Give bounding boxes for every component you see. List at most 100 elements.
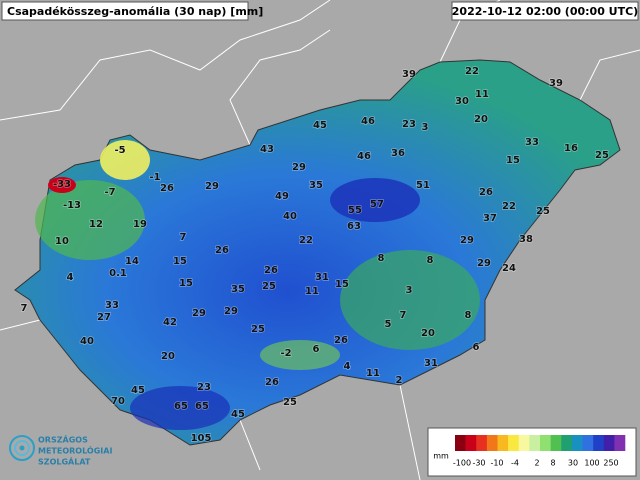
- station-value: 10: [55, 236, 69, 247]
- logo-dot: [19, 445, 25, 451]
- logo-ring: [14, 440, 30, 456]
- station-value: 65: [174, 401, 188, 412]
- station-value: 22: [299, 235, 313, 246]
- legend-swatch: [476, 435, 488, 451]
- legend-label: -4: [511, 459, 519, 468]
- wet-area: [330, 178, 420, 222]
- station-value: 29: [477, 258, 491, 269]
- logo-line: METEOROLÓGIAI: [38, 445, 112, 456]
- station-value: 6: [473, 342, 480, 353]
- station-value: 7: [180, 232, 187, 243]
- station-value: 22: [465, 66, 479, 77]
- station-value: 11: [305, 286, 319, 297]
- station-value: 63: [347, 221, 361, 232]
- station-value: 16: [564, 143, 578, 154]
- station-value: 36: [391, 148, 405, 159]
- legend-swatch: [593, 435, 605, 451]
- dry-area: [100, 140, 150, 180]
- station-value: 5: [385, 319, 392, 330]
- station-value: 29: [224, 306, 238, 317]
- wet-area: [130, 386, 230, 430]
- station-value: 35: [231, 284, 245, 295]
- legend-swatch: [582, 435, 594, 451]
- station-value: 42: [163, 317, 177, 328]
- legend-swatch: [455, 435, 466, 451]
- legend-unit: mm: [433, 452, 449, 461]
- title-box: [1, 1, 249, 21]
- station-value: 11: [475, 89, 489, 100]
- station-value: 8: [465, 310, 472, 321]
- legend-swatch: [603, 435, 615, 451]
- legend-swatch: [561, 435, 573, 451]
- dry-area: [340, 250, 480, 350]
- legend: -100 -30 -10 -4 2 8 30 100 250: [453, 435, 626, 468]
- station-value: 40: [283, 211, 297, 222]
- legend-label: 8: [550, 459, 555, 468]
- station-value: 25: [262, 281, 276, 292]
- station-value: 26: [264, 265, 278, 276]
- legend-label: 100: [584, 459, 599, 468]
- legend-swatch: [550, 435, 562, 451]
- station-value: 25: [595, 150, 609, 161]
- legend-swatch: [486, 435, 498, 451]
- station-value: 55: [348, 205, 362, 216]
- station-value: -2: [280, 348, 291, 359]
- station-value: 39: [549, 78, 563, 89]
- station-value: 45: [131, 385, 145, 396]
- station-value: 3: [422, 122, 429, 133]
- station-value: 3: [406, 285, 413, 296]
- legend-label: -100: [453, 459, 471, 468]
- station-value: 4: [344, 361, 351, 372]
- station-value: 30: [455, 96, 469, 107]
- station-value: 51: [416, 180, 430, 191]
- station-value: 14: [125, 256, 139, 267]
- station-value: -7: [104, 187, 115, 198]
- legend-swatch: [518, 435, 530, 451]
- station-value: 31: [424, 358, 438, 369]
- station-value: 70: [111, 396, 125, 407]
- station-value: 2: [396, 375, 403, 386]
- legend-swatch: [614, 435, 626, 451]
- station-value: 15: [173, 256, 187, 267]
- legend-swatch: [529, 435, 541, 451]
- station-value: 25: [536, 206, 550, 217]
- station-value: 45: [231, 409, 245, 420]
- station-value: 29: [205, 181, 219, 192]
- station-value: 33: [525, 137, 539, 148]
- station-value: 27: [97, 312, 111, 323]
- station-value: 7: [21, 303, 28, 314]
- station-value: 7: [400, 310, 407, 321]
- station-value: 26: [334, 335, 348, 346]
- station-value: 46: [361, 116, 375, 127]
- station-value: 40: [80, 336, 94, 347]
- station-value: 29: [192, 308, 206, 319]
- station-value: 15: [506, 155, 520, 166]
- station-value: 22: [502, 201, 516, 212]
- time-box: [451, 1, 639, 21]
- station-value: 23: [197, 382, 211, 393]
- legend-swatch: [497, 435, 509, 451]
- station-value: 45: [313, 120, 327, 131]
- logo-line: SZOLGÁLAT: [38, 456, 91, 467]
- station-value: 33: [105, 300, 119, 311]
- station-value: 20: [421, 328, 435, 339]
- title: Csapadékösszeg-anomália (30 nap) [mm]: [7, 5, 263, 18]
- station-value: 8: [427, 255, 434, 266]
- station-value: -1: [149, 172, 160, 183]
- legend-label: 250: [603, 459, 618, 468]
- legend-swatch: [571, 435, 583, 451]
- station-value: 38: [519, 234, 533, 245]
- station-value: 26: [215, 245, 229, 256]
- legend-label: 30: [568, 459, 578, 468]
- station-value: 0.1: [109, 268, 127, 279]
- station-value: 31: [315, 272, 329, 283]
- station-value: 8: [378, 253, 385, 264]
- station-value: 11: [366, 368, 380, 379]
- station-value: 12: [89, 219, 103, 230]
- station-value: 57: [370, 199, 384, 210]
- station-value: 39: [402, 69, 416, 80]
- legend-label: -30: [472, 459, 485, 468]
- timestamp: 2022-10-12 02:00 (00:00 UTC): [452, 5, 638, 18]
